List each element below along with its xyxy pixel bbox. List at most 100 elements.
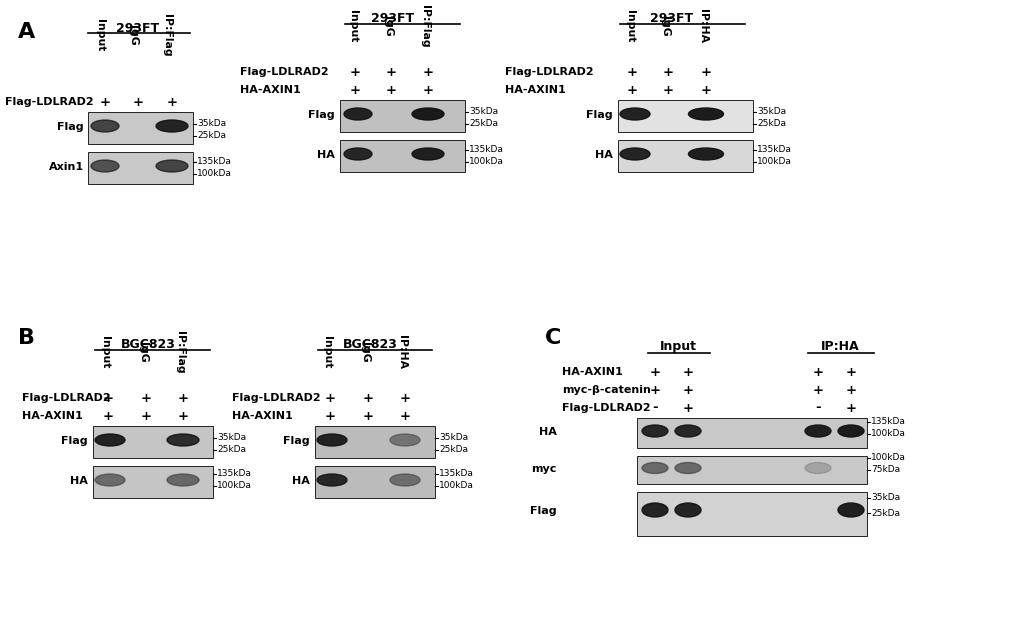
Bar bbox=[618, 140, 752, 172]
Text: 100kDa: 100kDa bbox=[197, 169, 231, 178]
Text: HA: HA bbox=[70, 476, 88, 486]
Text: Flag-LDLRAD2: Flag-LDLRAD2 bbox=[504, 67, 593, 77]
Text: IP:HA: IP:HA bbox=[820, 340, 858, 353]
Text: HA-AXIN1: HA-AXIN1 bbox=[231, 411, 292, 421]
Text: HA-AXIN1: HA-AXIN1 bbox=[561, 367, 623, 377]
Text: +: + bbox=[812, 384, 822, 396]
Text: +: + bbox=[399, 391, 410, 404]
Text: IgG: IgG bbox=[382, 16, 392, 36]
Text: Input: Input bbox=[625, 10, 635, 42]
Text: +: + bbox=[177, 410, 189, 423]
Text: +: + bbox=[324, 391, 335, 404]
Ellipse shape bbox=[641, 463, 667, 473]
Ellipse shape bbox=[641, 503, 667, 517]
Ellipse shape bbox=[156, 120, 187, 132]
Text: +: + bbox=[845, 365, 856, 379]
Text: +: + bbox=[362, 410, 373, 423]
Text: 135kDa: 135kDa bbox=[870, 418, 905, 427]
Text: 35kDa: 35kDa bbox=[870, 494, 899, 502]
Ellipse shape bbox=[804, 425, 830, 437]
Text: 100kDa: 100kDa bbox=[870, 430, 905, 439]
Text: +: + bbox=[141, 410, 152, 423]
Text: +: + bbox=[626, 66, 637, 78]
Text: HA-AXIN1: HA-AXIN1 bbox=[239, 85, 301, 95]
Bar bbox=[315, 426, 434, 458]
Text: Flag: Flag bbox=[530, 506, 556, 516]
Text: IP:Flag: IP:Flag bbox=[175, 331, 184, 374]
Text: +: + bbox=[649, 384, 660, 396]
Text: 100kDa: 100kDa bbox=[217, 482, 252, 490]
Text: +: + bbox=[662, 83, 673, 97]
Text: HA-AXIN1: HA-AXIN1 bbox=[22, 411, 83, 421]
Bar bbox=[339, 140, 465, 172]
Text: HA-AXIN1: HA-AXIN1 bbox=[504, 85, 566, 95]
Text: +: + bbox=[626, 83, 637, 97]
Text: B: B bbox=[18, 328, 35, 348]
Text: HA: HA bbox=[317, 150, 334, 160]
Ellipse shape bbox=[91, 120, 119, 132]
Text: +: + bbox=[350, 83, 360, 97]
Text: IP:Flag: IP:Flag bbox=[420, 4, 430, 47]
Ellipse shape bbox=[167, 474, 199, 486]
Text: Flag-LDLRAD2: Flag-LDLRAD2 bbox=[239, 67, 328, 77]
Text: 100kDa: 100kDa bbox=[756, 157, 791, 166]
Text: C: C bbox=[544, 328, 560, 348]
Bar bbox=[88, 112, 193, 144]
Text: +: + bbox=[385, 83, 396, 97]
Text: +: + bbox=[682, 365, 693, 379]
Ellipse shape bbox=[688, 108, 722, 120]
Text: +: + bbox=[700, 66, 711, 78]
Text: 25kDa: 25kDa bbox=[217, 446, 246, 454]
Bar bbox=[618, 100, 752, 132]
Text: 35kDa: 35kDa bbox=[438, 434, 468, 442]
Text: IP:HA: IP:HA bbox=[697, 9, 707, 43]
Text: IgG: IgG bbox=[659, 16, 669, 36]
Bar bbox=[88, 152, 193, 184]
Text: HA: HA bbox=[594, 150, 612, 160]
Text: 25kDa: 25kDa bbox=[870, 509, 899, 518]
Text: Input: Input bbox=[95, 19, 105, 51]
Text: 293FT: 293FT bbox=[650, 12, 693, 25]
Ellipse shape bbox=[675, 463, 700, 473]
Text: +: + bbox=[682, 384, 693, 396]
Text: +: + bbox=[682, 401, 693, 415]
Ellipse shape bbox=[620, 108, 649, 120]
Text: Input: Input bbox=[347, 10, 358, 42]
Bar bbox=[637, 418, 866, 448]
Ellipse shape bbox=[95, 474, 125, 486]
Text: Flag-LDLRAD2: Flag-LDLRAD2 bbox=[5, 97, 94, 107]
Text: Input: Input bbox=[100, 336, 110, 368]
Text: 35kDa: 35kDa bbox=[217, 434, 246, 442]
Ellipse shape bbox=[838, 503, 863, 517]
Text: BGC823: BGC823 bbox=[342, 338, 397, 351]
Text: myc-β-catenin: myc-β-catenin bbox=[561, 385, 650, 395]
Text: Flag-LDLRAD2: Flag-LDLRAD2 bbox=[561, 403, 650, 413]
Text: IgG: IgG bbox=[360, 342, 370, 362]
Text: 135kDa: 135kDa bbox=[438, 470, 474, 478]
Text: 135kDa: 135kDa bbox=[756, 145, 791, 154]
Text: 135kDa: 135kDa bbox=[217, 470, 252, 478]
Text: -: - bbox=[814, 401, 820, 415]
Ellipse shape bbox=[343, 108, 372, 120]
Text: 293FT: 293FT bbox=[371, 12, 414, 25]
Text: Flag: Flag bbox=[61, 436, 88, 446]
Ellipse shape bbox=[343, 148, 372, 160]
Text: IgG: IgG bbox=[127, 25, 138, 46]
Text: 100kDa: 100kDa bbox=[438, 482, 474, 490]
Ellipse shape bbox=[167, 434, 199, 446]
Ellipse shape bbox=[688, 148, 722, 160]
Text: +: + bbox=[100, 95, 110, 109]
Ellipse shape bbox=[412, 148, 443, 160]
Bar bbox=[93, 466, 213, 498]
Text: +: + bbox=[700, 83, 711, 97]
Text: +: + bbox=[141, 391, 152, 404]
Text: 35kDa: 35kDa bbox=[756, 107, 786, 116]
Bar bbox=[637, 492, 866, 536]
Text: +: + bbox=[102, 391, 113, 404]
Text: +: + bbox=[662, 66, 673, 78]
Bar bbox=[315, 466, 434, 498]
Text: Flag: Flag bbox=[308, 110, 334, 120]
Text: 25kDa: 25kDa bbox=[469, 119, 497, 128]
Text: +: + bbox=[399, 410, 410, 423]
Ellipse shape bbox=[95, 434, 125, 446]
